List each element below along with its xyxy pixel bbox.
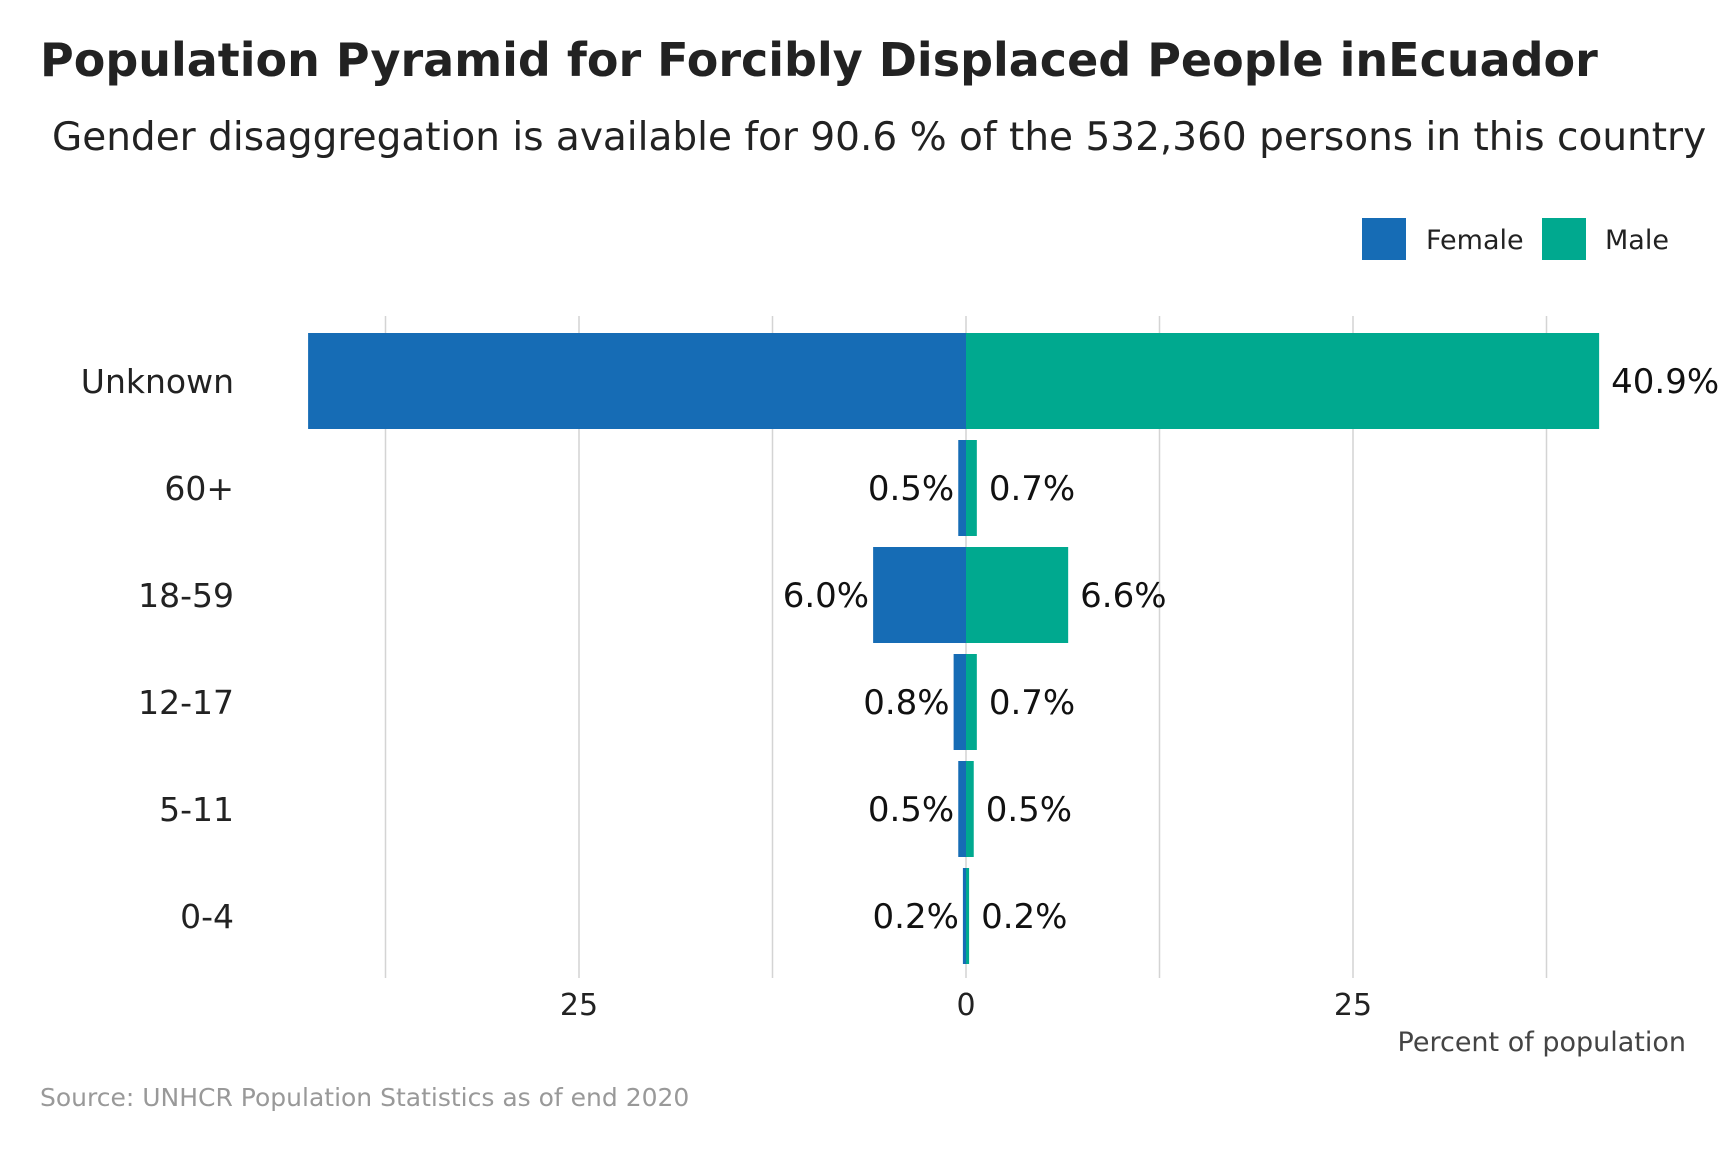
x-tick-label: 25	[1334, 988, 1372, 1023]
bar-female	[308, 333, 967, 429]
bar-female	[953, 654, 966, 750]
x-axis-title: Percent of population	[1398, 1027, 1686, 1058]
data-label-male: 0.7%	[989, 683, 1075, 723]
legend-swatch-male	[1542, 218, 1586, 260]
category-label: 60+	[164, 469, 234, 508]
bar-female	[962, 868, 966, 964]
data-label-male: 0.5%	[986, 790, 1072, 830]
bar-female	[958, 440, 966, 536]
bar-male	[966, 654, 977, 750]
data-label-male: 40.9%	[1611, 362, 1719, 402]
bar-female	[958, 761, 966, 857]
x-tick-labels: 25 0 25	[560, 988, 1372, 1023]
bar-male	[966, 761, 974, 857]
data-label-male: 0.2%	[981, 897, 1067, 937]
bar-male	[966, 440, 977, 536]
legend-swatch-female	[1362, 218, 1406, 260]
data-label-male: 0.7%	[989, 469, 1075, 509]
data-labels: 0.2% 0.2% 0.5% 0.5% 0.8% 0.7% 6.0% 6.6% 0.5% 0.7%…	[783, 362, 1719, 937]
data-label-female: 0.2%	[873, 897, 959, 937]
legend: Female Male	[1362, 218, 1669, 260]
category-labels: 0-4 5-11 12-17 18-59 60+ Unknown	[81, 362, 234, 936]
legend-label-male: Male	[1605, 225, 1669, 256]
data-label-female: 0.8%	[863, 683, 949, 723]
chart-subtitle: Gender disaggregation is available for 9…	[52, 115, 1706, 160]
x-tick-label: 25	[560, 988, 598, 1023]
bar-male	[966, 868, 970, 964]
category-label: Unknown	[81, 362, 234, 401]
data-label-male: 6.6%	[1080, 576, 1166, 616]
bars	[308, 333, 1600, 964]
data-label-female: 0.5%	[868, 790, 954, 830]
source-caption: Source: UNHCR Population Statistics as o…	[40, 1083, 689, 1112]
data-label-female: 6.0%	[783, 576, 869, 616]
x-tick-label: 0	[956, 988, 975, 1023]
category-label: 0-4	[180, 897, 234, 936]
category-label: 18-59	[138, 576, 234, 615]
bar-female	[873, 547, 966, 643]
chart-title: Population Pyramid for Forcibly Displace…	[40, 33, 1598, 87]
bar-male	[966, 547, 1069, 643]
legend-label-female: Female	[1426, 225, 1524, 256]
bar-male	[966, 333, 1600, 429]
category-label: 12-17	[138, 683, 234, 722]
data-label-female: 0.5%	[868, 469, 954, 509]
category-label: 5-11	[159, 790, 234, 829]
